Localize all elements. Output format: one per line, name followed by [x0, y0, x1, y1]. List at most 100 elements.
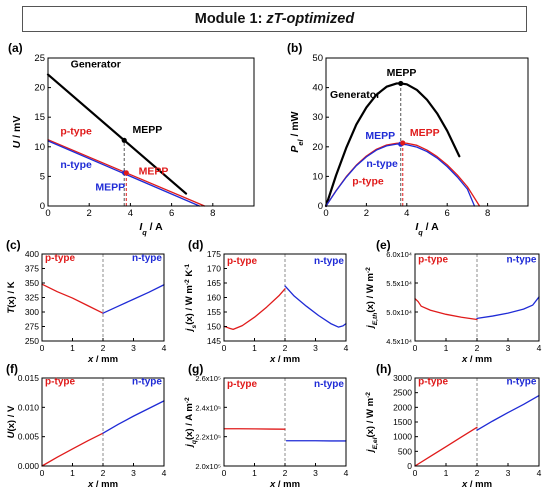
x-tick-label: 2	[475, 468, 480, 478]
y-tick-label: 0	[407, 461, 412, 471]
y-axis-label: js(x) / W m-2 K-1	[184, 264, 198, 334]
annotation-label: n-type	[132, 376, 162, 387]
figure-title: Module 1: zT-optimized	[22, 6, 527, 32]
x-tick-label: 0	[40, 343, 45, 353]
y-tick-label: 325	[25, 293, 39, 303]
series-line-n-type	[284, 285, 347, 328]
panel-label: (c)	[6, 238, 21, 252]
panel-d: (d) 0 1 2 3 4 145 150 155 160 165 170 175 x / mm js(x)…	[184, 238, 349, 365]
y-tick-label: 5.0x10⁴	[386, 308, 412, 317]
x-tick-label: 0	[222, 468, 227, 478]
panel-e: (e) 0 1 2 3 4 4.5x10⁴ 5.0x10⁴ 5.5x10⁴ 6.0x10⁴ x / …	[365, 238, 542, 365]
y-tick-label: 15	[34, 112, 45, 123]
plot-frame	[47, 57, 255, 207]
series-line-generator	[46, 73, 188, 195]
plot-frame	[41, 377, 165, 467]
x-tick-label: 2	[283, 343, 288, 353]
plot-frame	[414, 253, 540, 342]
panel-a: (a) 0 2 4 6 8 0 5 10 15 20 25 Iq / A U / mV Generator M…	[8, 41, 255, 237]
annotation-label: p-type	[45, 376, 75, 387]
annotation-label: MEPP	[139, 166, 169, 178]
annotation-label: p-type	[227, 379, 257, 390]
y-tick-label: 150	[207, 322, 221, 332]
y-tick-label: 5	[40, 171, 45, 182]
series-line-n-type	[476, 394, 540, 431]
y-axis-label: Pel / mW	[289, 111, 305, 152]
x-axis-label: x / mm	[269, 354, 300, 365]
x-tick-label: 0	[413, 343, 418, 353]
panel-label: (e)	[376, 238, 391, 252]
y-tick-label: 0	[318, 201, 323, 212]
x-tick-label: 0	[45, 208, 50, 219]
x-tick-label: 6	[169, 208, 174, 219]
plot-frame	[223, 377, 347, 467]
x-tick-label: 3	[313, 343, 318, 353]
x-axis-label: x / mm	[269, 479, 300, 490]
y-axis-label: U / mV	[11, 116, 23, 149]
y-tick-label: 1000	[393, 432, 412, 442]
panel-h: (h) 0 1 2 3 4 0 500 1000 1500 2000 2500 3000 x / mm jE…	[365, 362, 542, 490]
x-axis-label: x / mm	[461, 354, 492, 365]
y-tick-label: 20	[34, 83, 45, 94]
x-tick-label: 0	[323, 208, 328, 219]
panel-f: (f) 0 1 2 3 4 0.000 0.005 0.010 0.015 x / mm U(x) /…	[6, 362, 167, 490]
y-tick-label: 350	[25, 278, 39, 288]
annotation-label: MEPP	[410, 127, 440, 139]
x-tick-label: 2	[87, 208, 92, 219]
annotation-label: Generator	[330, 89, 380, 101]
y-tick-label: 2500	[393, 388, 412, 398]
y-tick-label: 165	[207, 278, 221, 288]
panel-label: (d)	[188, 238, 203, 252]
plot-frame	[414, 377, 540, 467]
y-tick-label: 20	[312, 142, 323, 153]
annotation-label: p-type	[352, 175, 384, 187]
y-tick-label: 375	[25, 264, 39, 274]
x-tick-label: 1	[444, 343, 449, 353]
x-tick-label: 2	[101, 468, 106, 478]
annotation-label: n-type	[506, 376, 536, 387]
x-tick-label: 2	[101, 343, 106, 353]
x-tick-label: 0	[413, 468, 418, 478]
x-tick-label: 4	[537, 343, 542, 353]
series-line-n-type	[476, 296, 540, 320]
annotation-label: Generator	[71, 58, 121, 70]
annotation-label: p-type	[60, 125, 92, 137]
series-line-p-type	[223, 288, 286, 331]
x-tick-label: 4	[344, 468, 349, 478]
y-tick-label: 0.010	[18, 402, 40, 412]
panel-label: (a)	[8, 41, 23, 55]
x-tick-label: 2	[475, 343, 480, 353]
x-tick-label: 4	[537, 468, 542, 478]
y-tick-label: 4.5x10⁴	[386, 337, 412, 346]
series-line-n-type	[325, 143, 476, 207]
y-tick-label: 300	[25, 307, 39, 317]
y-tick-label: 0.005	[18, 432, 40, 442]
annotation-label: p-type	[227, 256, 257, 267]
x-tick-label: 3	[506, 343, 511, 353]
x-axis-label: x / mm	[87, 354, 118, 365]
annotation-label: n-type	[314, 256, 344, 267]
x-tick-label: 2	[364, 208, 369, 219]
x-tick-label: 3	[131, 468, 136, 478]
x-tick-label: 8	[485, 208, 490, 219]
x-axis-label: Iq / A	[139, 221, 163, 237]
mepp-point	[400, 140, 406, 146]
mepp-point	[123, 170, 129, 176]
x-tick-label: 0	[222, 343, 227, 353]
annotation-label: MEPP	[365, 130, 395, 142]
x-tick-label: 1	[70, 468, 75, 478]
y-tick-label: 40	[312, 83, 323, 94]
annotation-label: n-type	[506, 255, 536, 266]
x-tick-label: 4	[128, 208, 133, 219]
y-tick-label: 10	[312, 171, 323, 182]
y-axis-label: jE,el(x) / W m-2	[365, 392, 379, 454]
y-tick-label: 5.5x10⁴	[386, 279, 412, 288]
plot-frame	[41, 253, 165, 342]
y-tick-label: 170	[207, 264, 221, 274]
title-em: zT-optimized	[266, 11, 355, 27]
series-line-p-type	[414, 298, 478, 321]
y-tick-label: 0	[40, 201, 45, 212]
x-tick-label: 8	[210, 208, 215, 219]
y-axis-label: T(x) / K	[6, 281, 17, 313]
panel-label: (b)	[287, 41, 302, 55]
